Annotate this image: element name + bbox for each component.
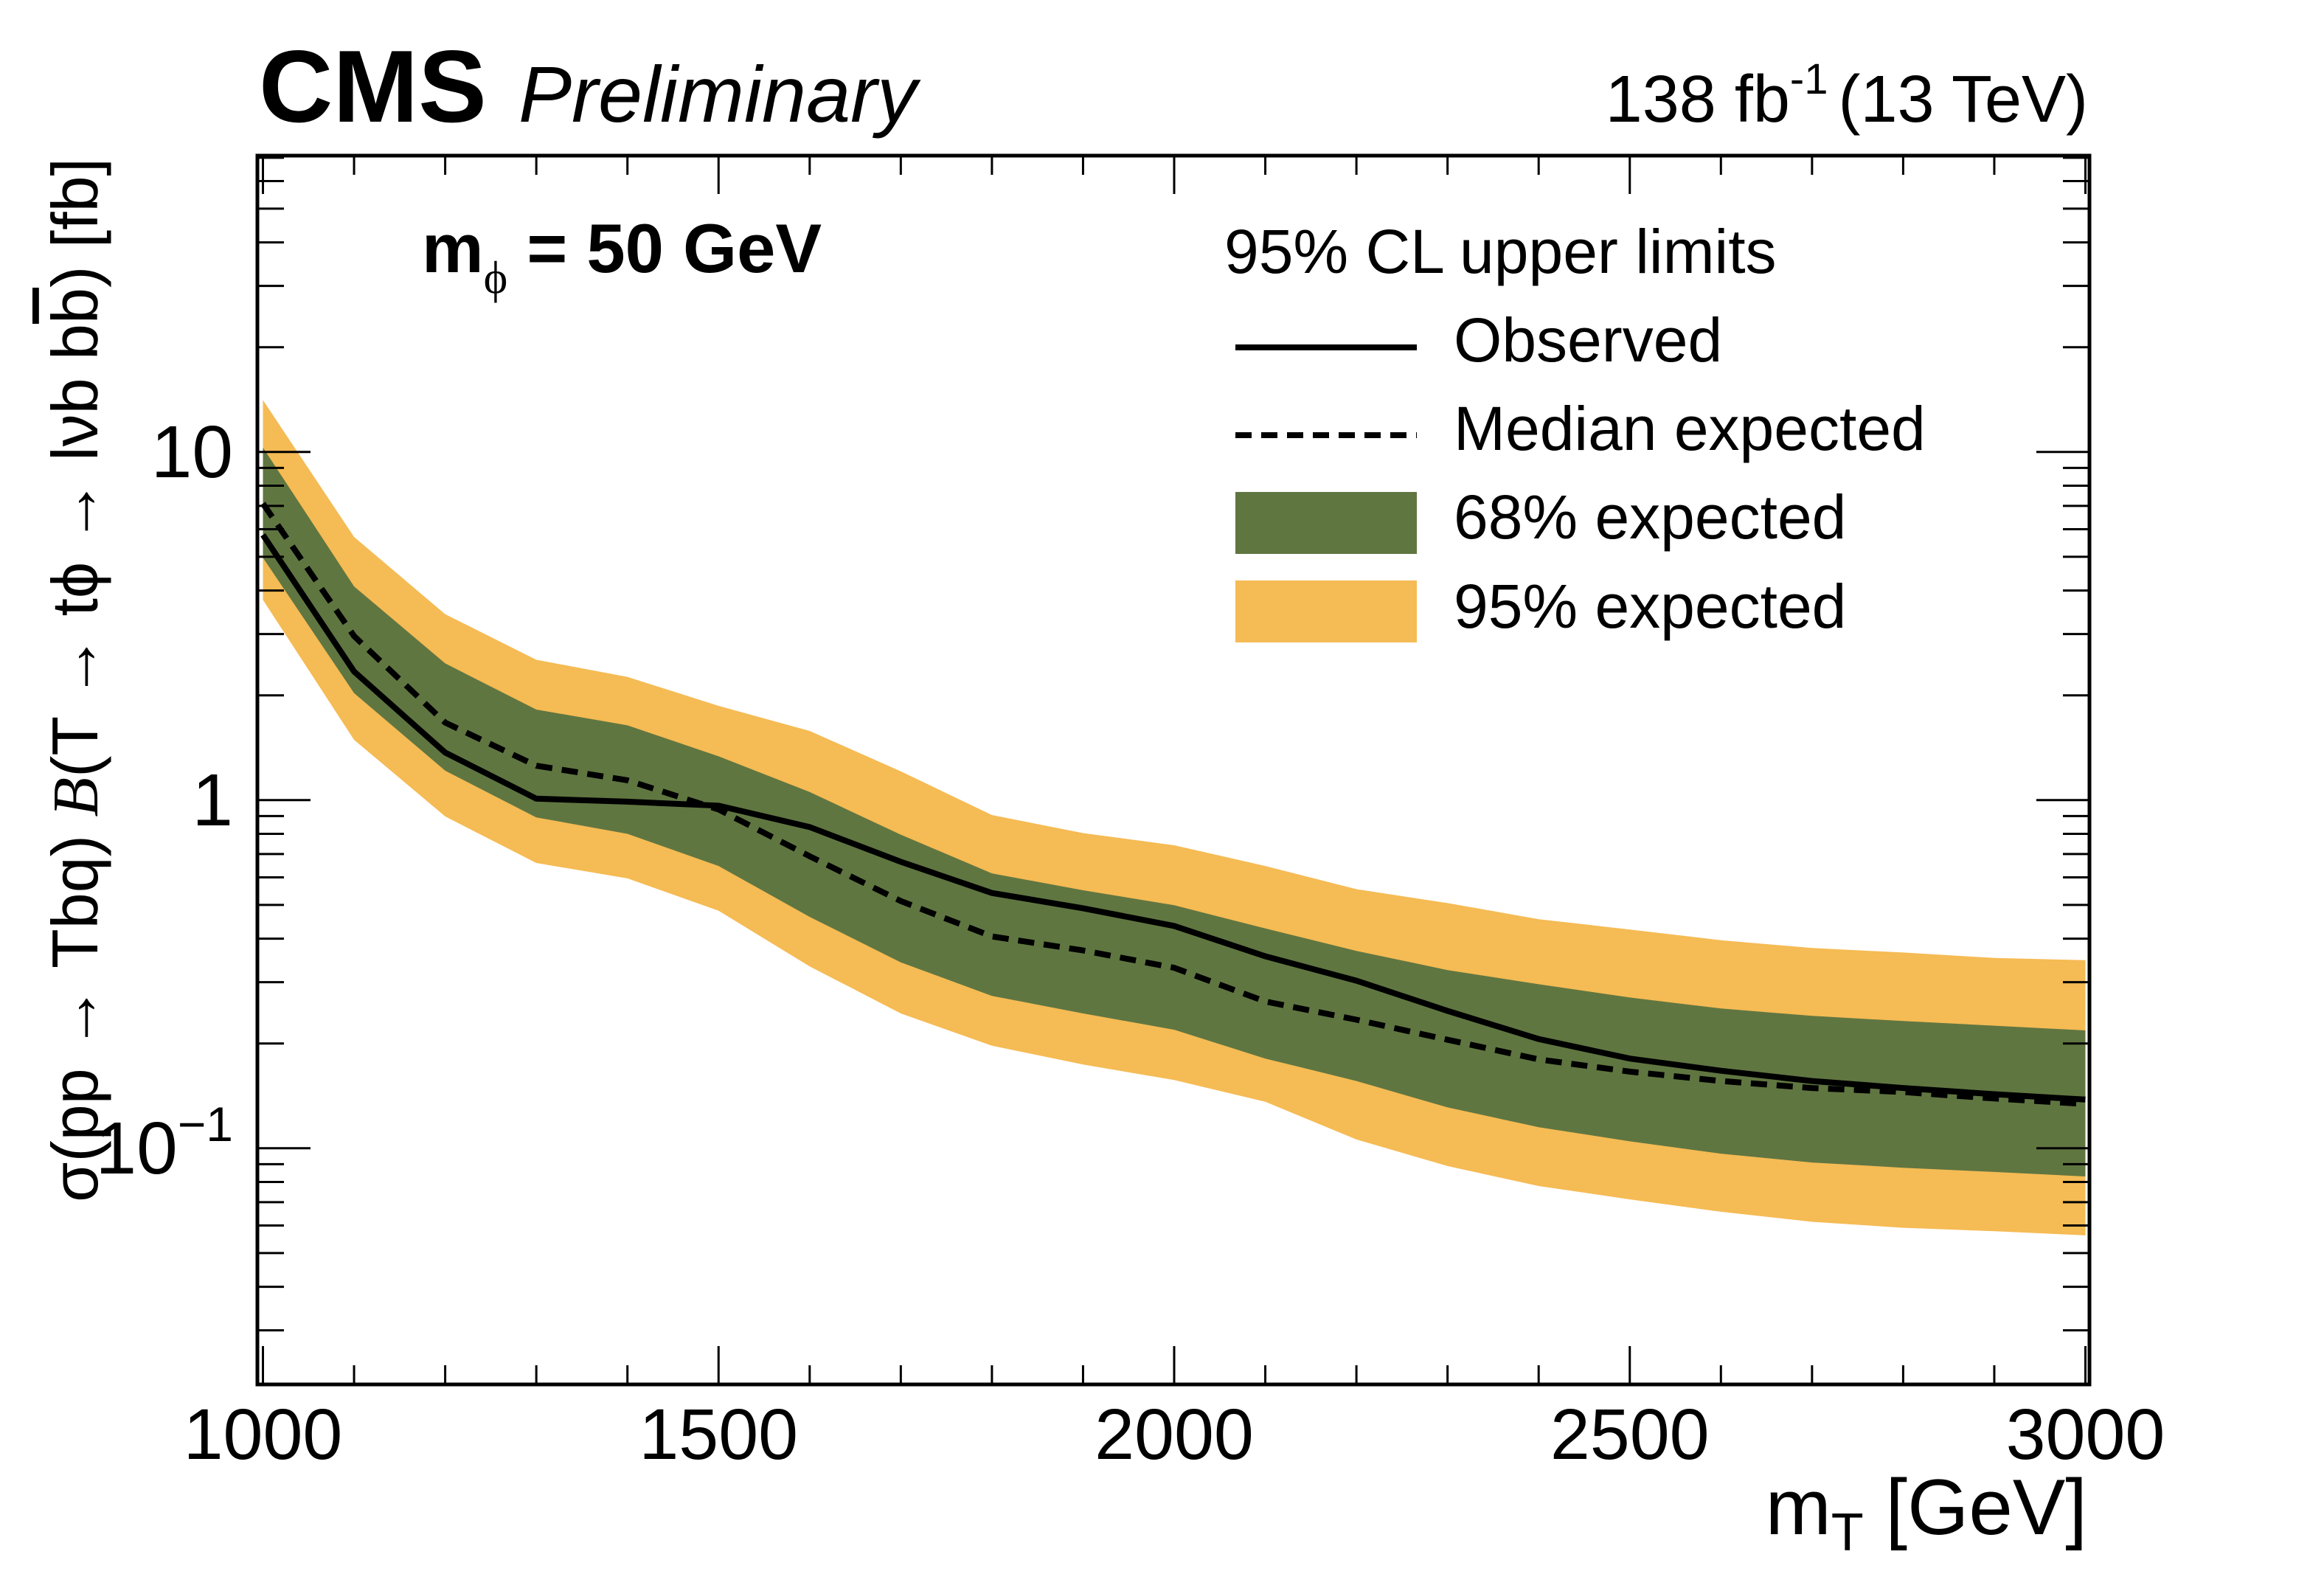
axis-ticks <box>257 156 2089 1384</box>
y-axis-title-b: B <box>41 777 112 817</box>
mass-value: = 50 GeV <box>507 209 822 287</box>
energy-label: (13 TeV) <box>1838 63 2088 136</box>
y-tick-label: 10−1 <box>96 1097 233 1190</box>
y-axis-title: σ(pp → Tbq) B(T → tϕ → lνb bb) [fb] <box>38 158 112 1202</box>
status-label: Preliminary <box>518 49 921 139</box>
y-tick-base: 10 <box>96 1107 178 1190</box>
legend-95-swatch <box>1235 580 1417 642</box>
y-tick-base: 10 <box>151 411 233 493</box>
legend-68-label: 68% expected <box>1454 482 1846 552</box>
mass-annotation: mϕ = 50 GeV <box>422 209 822 303</box>
legend-expected-label: Median expected <box>1454 394 1926 463</box>
y-axis-title-bbar: b <box>38 288 111 324</box>
x-tick-label: 2000 <box>1095 1394 1254 1474</box>
median-expected-line <box>260 502 2086 1107</box>
x-tick-label: 1500 <box>639 1394 798 1474</box>
experiment-label: CMS <box>259 30 487 144</box>
x-axis-title-unit: [GeV] <box>1864 1463 2087 1551</box>
x-axis-title: mT [GeV] <box>1766 1463 2087 1562</box>
mass-symbol: m <box>422 209 484 287</box>
x-axis-title-sub: T <box>1831 1503 1864 1562</box>
x-axis-title-main: m <box>1766 1463 1831 1551</box>
legend-68-swatch <box>1235 492 1417 554</box>
legend: 95% CL upper limits Observed Median expe… <box>1224 217 1926 642</box>
mass-subscript: ϕ <box>484 253 508 303</box>
band-68-expected <box>263 447 2086 1176</box>
x-tick-label: 1000 <box>184 1394 343 1474</box>
x-tick-label: 3000 <box>2006 1394 2165 1474</box>
lumi-label: 138 fb-1 (13 TeV) <box>1606 55 2088 136</box>
y-tick-label: 10 <box>151 411 233 493</box>
lines-layer <box>260 502 2086 1107</box>
lumi-exponent: -1 <box>1790 55 1828 103</box>
lumi-value: 138 fb <box>1606 63 1790 136</box>
legend-95-label: 95% expected <box>1454 572 1846 641</box>
y-tick-exponent: −1 <box>178 1097 233 1151</box>
x-tick-label: 2500 <box>1550 1394 1710 1474</box>
y-tick-label: 1 <box>192 759 233 842</box>
legend-observed-label: Observed <box>1454 305 1722 375</box>
legend-title: 95% CL upper limits <box>1224 217 1777 286</box>
y-tick-base: 1 <box>192 759 233 842</box>
bands-layer <box>263 400 2086 1235</box>
y-axis-title-d: ) [fb] <box>38 158 111 288</box>
observed-line <box>260 533 2086 1103</box>
y-axis-title-c: (T → tϕ → lνb b <box>38 324 111 777</box>
y-axis-title-a: σ(pp → Tbq) <box>38 817 111 1202</box>
